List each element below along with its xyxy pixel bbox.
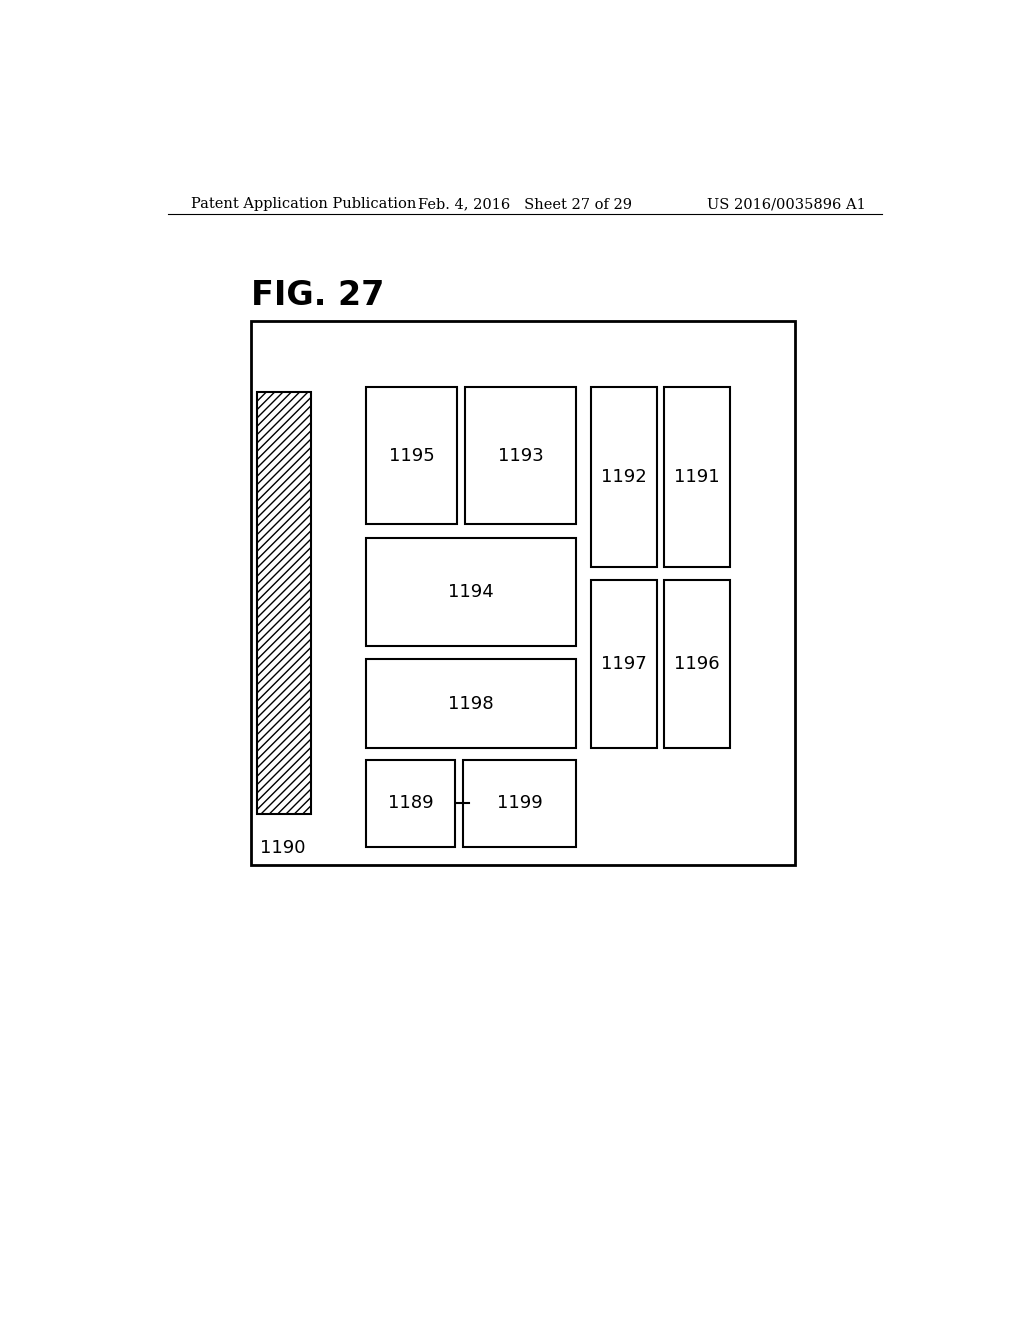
Text: 1191: 1191	[674, 469, 720, 486]
Bar	[664, 387, 729, 568]
Bar	[591, 581, 656, 748]
Text: Patent Application Publication: Patent Application Publication	[191, 197, 417, 211]
Text: 1189: 1189	[388, 795, 433, 812]
Text: 1196: 1196	[674, 655, 720, 673]
Text: US 2016/0035896 A1: US 2016/0035896 A1	[708, 197, 866, 211]
Text: FIG. 27: FIG. 27	[251, 279, 384, 312]
Bar	[367, 387, 458, 524]
Bar	[367, 660, 577, 748]
Text: 1193: 1193	[498, 446, 544, 465]
Text: Feb. 4, 2016   Sheet 27 of 29: Feb. 4, 2016 Sheet 27 of 29	[418, 197, 632, 211]
Bar	[367, 760, 455, 846]
Text: 1192: 1192	[601, 469, 646, 486]
Bar	[257, 392, 311, 814]
Bar	[664, 581, 729, 748]
Bar	[367, 537, 577, 647]
Text: 1197: 1197	[601, 655, 646, 673]
Text: 1195: 1195	[389, 446, 434, 465]
Bar	[465, 387, 577, 524]
Text: 1190: 1190	[260, 838, 305, 857]
Text: 1194: 1194	[449, 583, 495, 601]
Text: 1199: 1199	[497, 795, 543, 812]
Bar	[591, 387, 656, 568]
Text: 1198: 1198	[449, 694, 494, 713]
Bar	[251, 321, 795, 865]
Bar	[463, 760, 577, 846]
